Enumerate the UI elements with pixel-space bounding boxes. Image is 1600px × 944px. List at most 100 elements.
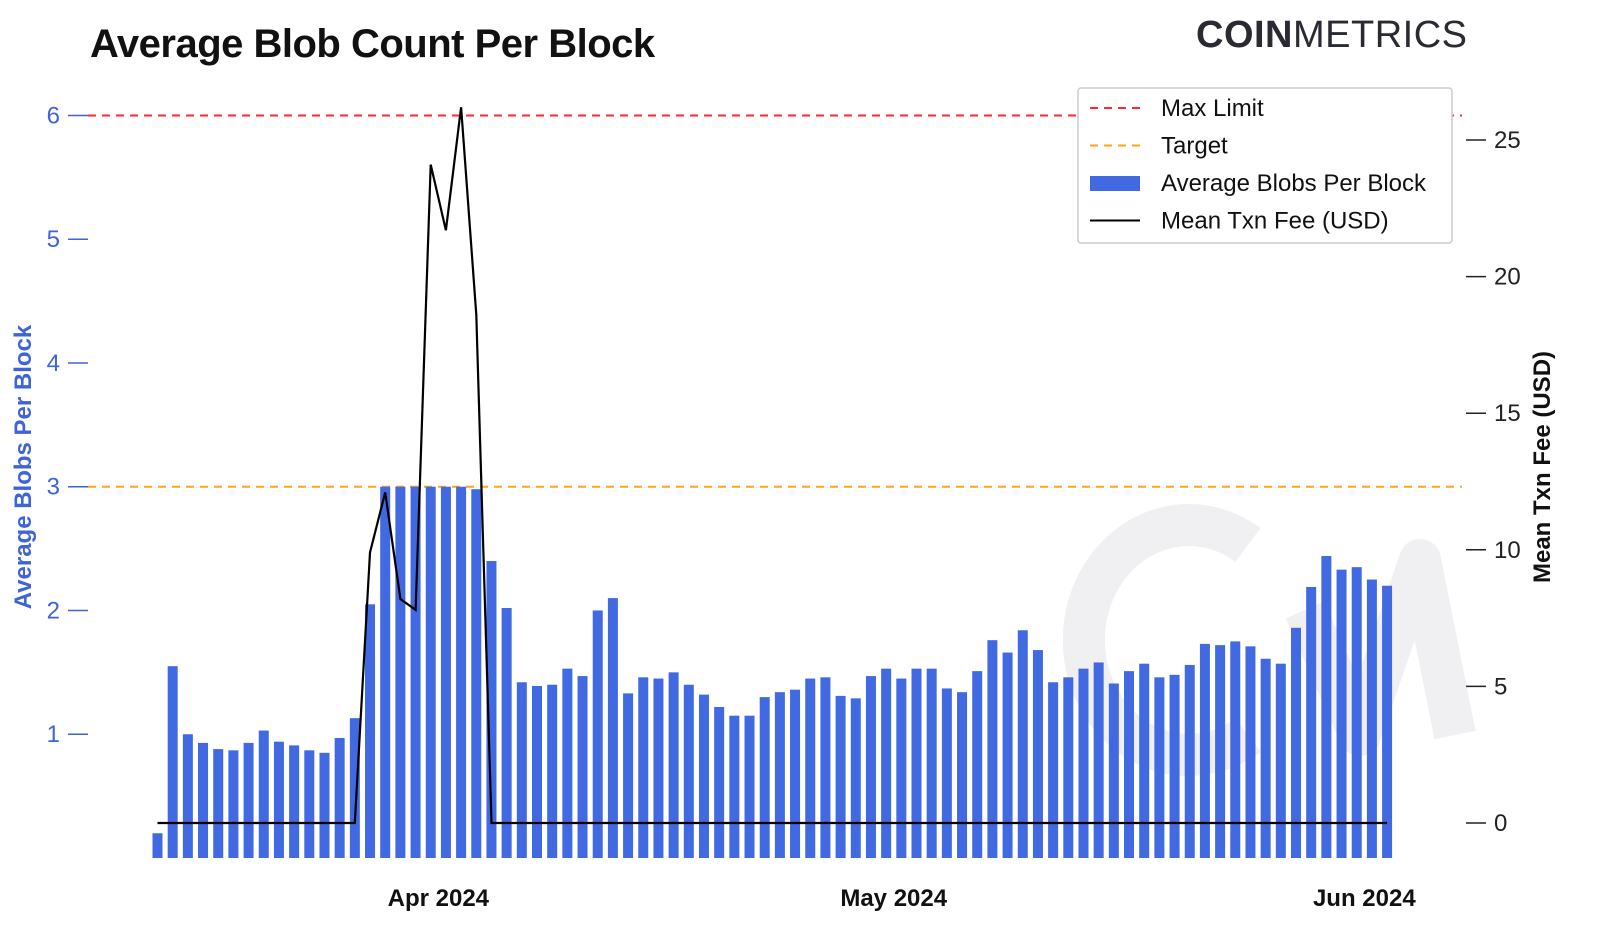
legend-box: [1077, 87, 1453, 244]
bar: [1017, 630, 1028, 858]
legend-label: Max Limit: [1161, 95, 1264, 122]
bar: [1032, 650, 1043, 858]
bar: [805, 678, 816, 858]
bar: [835, 695, 846, 858]
bar: [957, 692, 968, 858]
bar: [395, 486, 406, 858]
bar: [1108, 683, 1119, 858]
bar: [258, 730, 269, 858]
bar: [592, 610, 603, 858]
bar: [1002, 652, 1013, 858]
bar: [516, 682, 527, 858]
coinmetrics-logo: COINMETRICS: [1196, 14, 1468, 57]
bar: [1215, 645, 1226, 858]
bar: [972, 671, 983, 858]
bar: [577, 676, 588, 858]
bar: [198, 742, 209, 858]
bar: [289, 745, 300, 858]
bar: [471, 489, 482, 858]
bar: [410, 486, 421, 858]
logo-light-text: METRICS: [1293, 14, 1468, 56]
x-tick-label: Apr 2024: [388, 885, 490, 912]
reference-lines: [88, 114, 1462, 488]
left-tick-label: 4: [47, 350, 60, 377]
bar: [759, 697, 770, 858]
bar: [365, 604, 376, 858]
bar: [1275, 663, 1286, 858]
bar-series: [152, 486, 1393, 858]
bar: [304, 750, 315, 858]
bar: [698, 694, 709, 858]
fee-line: [157, 107, 1388, 825]
bar: [182, 734, 193, 858]
bar: [1351, 567, 1362, 858]
bar: [850, 698, 861, 858]
bar: [1124, 671, 1135, 858]
bar: [865, 676, 876, 858]
bar: [881, 668, 892, 858]
right-tick-label: 15: [1494, 400, 1521, 427]
bar: [547, 684, 558, 858]
bar: [380, 486, 391, 858]
bar: [1093, 662, 1104, 858]
bar: [1291, 627, 1301, 858]
bar: [532, 685, 542, 858]
x-tick-label: May 2024: [840, 885, 947, 912]
bar: [653, 678, 664, 858]
bar: [941, 688, 952, 858]
bar: [228, 750, 239, 858]
legend-label: Mean Txn Fee (USD): [1161, 208, 1389, 235]
bar: [319, 752, 330, 858]
bar: [1306, 586, 1317, 858]
left-tick-label: 6: [47, 102, 60, 129]
chart-title: Average Blob Count Per Block: [90, 22, 655, 66]
bar: [152, 833, 163, 858]
left-axis: 1 2 3 4 5 6: [47, 102, 88, 748]
bar: [729, 715, 740, 858]
left-axis-title: Average Blobs Per Block: [10, 324, 37, 609]
bar: [486, 560, 497, 858]
bar: [683, 684, 694, 858]
bar: [1321, 556, 1332, 858]
bar: [926, 668, 937, 858]
bar: [638, 677, 649, 858]
bar: [1154, 677, 1165, 858]
right-tick-label: 0: [1494, 810, 1507, 837]
bar: [349, 718, 360, 858]
logo-bold-text: COIN: [1196, 14, 1293, 56]
bar: [714, 707, 725, 858]
bar: [1078, 668, 1089, 858]
bar: [440, 486, 451, 858]
fee-line-series: [157, 107, 1388, 825]
bar: [820, 677, 831, 858]
bar: [607, 598, 618, 858]
right-tick-label: 10: [1494, 537, 1521, 564]
legend-swatch-bar: [1090, 176, 1140, 191]
x-tick-label: Jun 2024: [1313, 885, 1416, 912]
legend-label: Average Blobs Per Block: [1161, 170, 1427, 197]
bar: [744, 715, 755, 858]
bar: [1336, 569, 1347, 858]
left-tick-label: 5: [47, 226, 60, 253]
right-tick-label: 20: [1494, 264, 1521, 291]
left-tick-label: 3: [47, 474, 60, 501]
bar: [1184, 664, 1195, 858]
bar: [1230, 641, 1241, 858]
right-axis-title: Mean Txn Fee (USD): [1529, 351, 1556, 583]
bar: [774, 692, 785, 858]
left-tick-label: 2: [47, 597, 60, 624]
x-axis: Apr 2024 May 2024 Jun 2024: [388, 885, 1417, 912]
bar: [167, 666, 178, 858]
bar: [425, 486, 436, 858]
bar: [273, 741, 284, 858]
bar: [1260, 658, 1271, 858]
bar: [896, 678, 907, 858]
bar: [456, 486, 467, 858]
bar: [1199, 643, 1210, 858]
right-axis: 0 5 10 15 20 25: [1466, 127, 1521, 837]
bar: [334, 737, 345, 858]
bar: [1063, 677, 1074, 858]
bar: [1245, 646, 1256, 858]
bar: [1048, 682, 1059, 858]
